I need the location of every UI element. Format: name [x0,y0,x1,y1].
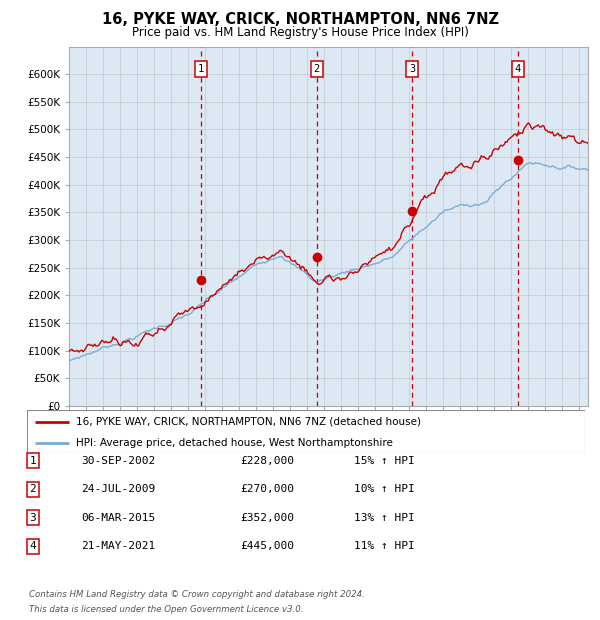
Text: 3: 3 [29,513,37,523]
Text: 13% ↑ HPI: 13% ↑ HPI [354,513,415,523]
Text: £270,000: £270,000 [240,484,294,494]
Text: Contains HM Land Registry data © Crown copyright and database right 2024.: Contains HM Land Registry data © Crown c… [29,590,365,599]
Text: 1: 1 [29,456,37,466]
Text: £445,000: £445,000 [240,541,294,551]
Text: This data is licensed under the Open Government Licence v3.0.: This data is licensed under the Open Gov… [29,604,304,614]
Text: 4: 4 [29,541,37,551]
Text: 11% ↑ HPI: 11% ↑ HPI [354,541,415,551]
Text: 15% ↑ HPI: 15% ↑ HPI [354,456,415,466]
Text: 06-MAR-2015: 06-MAR-2015 [81,513,155,523]
Text: £352,000: £352,000 [240,513,294,523]
Text: 21-MAY-2021: 21-MAY-2021 [81,541,155,551]
Text: 16, PYKE WAY, CRICK, NORTHAMPTON, NN6 7NZ (detached house): 16, PYKE WAY, CRICK, NORTHAMPTON, NN6 7N… [76,417,421,427]
Text: HPI: Average price, detached house, West Northamptonshire: HPI: Average price, detached house, West… [76,438,393,448]
Text: 24-JUL-2009: 24-JUL-2009 [81,484,155,494]
Text: 4: 4 [515,64,521,74]
Text: 30-SEP-2002: 30-SEP-2002 [81,456,155,466]
Text: 2: 2 [314,64,320,74]
Text: £228,000: £228,000 [240,456,294,466]
Text: 3: 3 [409,64,415,74]
Text: Price paid vs. HM Land Registry's House Price Index (HPI): Price paid vs. HM Land Registry's House … [131,26,469,39]
Text: 2: 2 [29,484,37,494]
Text: 16, PYKE WAY, CRICK, NORTHAMPTON, NN6 7NZ: 16, PYKE WAY, CRICK, NORTHAMPTON, NN6 7N… [101,12,499,27]
Text: 1: 1 [198,64,204,74]
Text: 10% ↑ HPI: 10% ↑ HPI [354,484,415,494]
